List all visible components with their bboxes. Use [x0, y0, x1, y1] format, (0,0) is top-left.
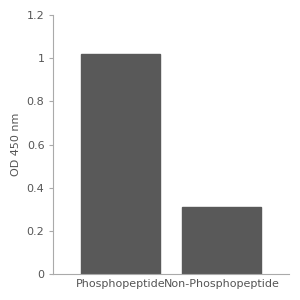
Bar	[82, 54, 160, 274]
Y-axis label: OD 450 nm: OD 450 nm	[11, 113, 21, 176]
Bar	[182, 207, 261, 274]
